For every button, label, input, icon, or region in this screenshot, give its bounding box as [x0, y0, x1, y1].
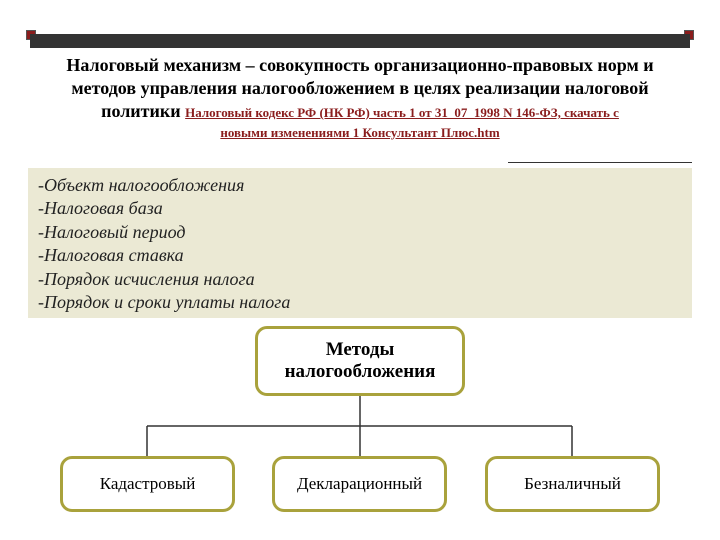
- org-child-node-3: Безналичный: [485, 456, 660, 512]
- list-item: -Налоговый период: [38, 221, 682, 244]
- org-chart: Методы налогообложения Кадастровый Декла…: [60, 326, 660, 516]
- list-item: -Порядок и сроки уплаты налога: [38, 291, 682, 314]
- org-parent-node: Методы налогообложения: [255, 326, 465, 396]
- org-child-node-1: Кадастровый: [60, 456, 235, 512]
- list-item: -Налоговая ставка: [38, 244, 682, 267]
- definition-list-panel: -Объект налогообложения -Налоговая база …: [28, 168, 692, 318]
- title-link-line1[interactable]: Налоговый кодекс РФ (НК РФ) часть 1 от 3…: [185, 105, 619, 120]
- title-top-bar: [30, 34, 690, 48]
- list-item: -Порядок исчисления налога: [38, 268, 682, 291]
- list-item: -Объект налогообложения: [38, 174, 682, 197]
- list-item: -Налоговая база: [38, 197, 682, 220]
- org-child-node-2: Декларационный: [272, 456, 447, 512]
- title-block: Налоговый механизм – совокупность органи…: [38, 54, 682, 143]
- title-link-line2[interactable]: новыми изменениями 1 Консультант Плюс.ht…: [220, 125, 499, 140]
- title-underline: [508, 162, 692, 163]
